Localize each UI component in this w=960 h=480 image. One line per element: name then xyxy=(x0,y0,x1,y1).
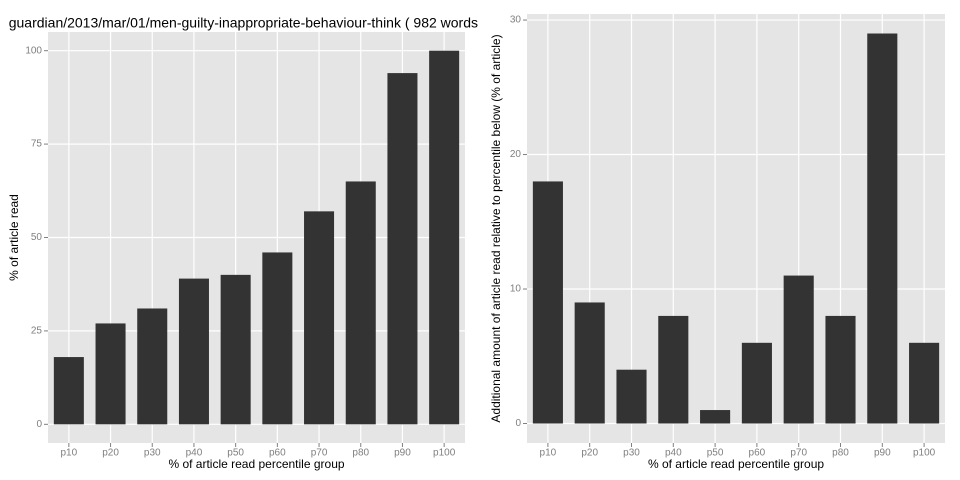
bar xyxy=(262,252,293,425)
x-tick-label: p90 xyxy=(874,448,891,459)
x-tick-label: p50 xyxy=(707,448,724,459)
y-tick-label: 30 xyxy=(510,15,522,26)
bar xyxy=(825,315,856,424)
x-tick-label: p70 xyxy=(790,448,807,459)
x-tick-label: p30 xyxy=(144,448,161,459)
x-axis-title: % of article read percentile group xyxy=(648,457,824,471)
bar xyxy=(345,181,376,425)
x-tick-label: p100 xyxy=(433,448,456,459)
y-axis-title: Additional amount of article read relati… xyxy=(489,34,503,422)
bar xyxy=(95,323,126,425)
y-tick-label: 75 xyxy=(31,139,43,150)
x-tick-label: p20 xyxy=(102,448,119,459)
bar xyxy=(387,73,418,425)
x-tick-label: p50 xyxy=(227,448,244,459)
bar xyxy=(741,342,772,424)
x-tick-label: p80 xyxy=(352,448,369,459)
bar xyxy=(178,278,209,425)
y-tick-label: 10 xyxy=(510,284,522,295)
bar xyxy=(220,274,251,425)
x-tick-label: p60 xyxy=(749,448,766,459)
x-tick-label: p60 xyxy=(269,448,286,459)
bar xyxy=(304,211,335,425)
x-tick-label: p30 xyxy=(623,448,640,459)
y-tick-label: 25 xyxy=(31,326,43,337)
x-tick-label: p100 xyxy=(913,448,936,459)
bar xyxy=(532,181,563,424)
x-tick-label: p40 xyxy=(665,448,682,459)
bar xyxy=(616,369,647,424)
x-axis-title: % of article read percentile group xyxy=(168,457,344,471)
y-tick-label: 100 xyxy=(25,45,42,56)
y-axis-title: % of article read xyxy=(7,194,21,281)
y-tick-label: 0 xyxy=(36,419,42,430)
x-tick-label: p20 xyxy=(581,448,598,459)
bar xyxy=(867,33,898,424)
x-tick-label: p10 xyxy=(61,448,78,459)
y-tick-label: 50 xyxy=(31,232,43,243)
bar xyxy=(429,50,460,425)
bar xyxy=(783,275,814,424)
x-tick-label: p70 xyxy=(311,448,328,459)
y-tick-label: 20 xyxy=(510,149,522,160)
bar xyxy=(658,315,689,424)
y-tick-label: 0 xyxy=(515,418,521,429)
bar xyxy=(137,308,168,425)
x-tick-label: p90 xyxy=(394,448,411,459)
chart-title: guardian/2013/mar/01/men-guilty-inapprop… xyxy=(9,15,478,31)
bar xyxy=(53,357,84,425)
x-tick-label: p80 xyxy=(832,448,849,459)
bar xyxy=(574,302,605,424)
x-tick-label: p40 xyxy=(186,448,203,459)
x-tick-label: p10 xyxy=(540,448,557,459)
bar xyxy=(700,410,731,424)
bar xyxy=(909,342,940,424)
